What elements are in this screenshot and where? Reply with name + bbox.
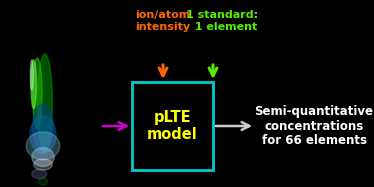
- Ellipse shape: [39, 178, 48, 185]
- Ellipse shape: [30, 60, 33, 90]
- Ellipse shape: [31, 60, 36, 108]
- Ellipse shape: [26, 132, 60, 160]
- Ellipse shape: [37, 54, 52, 151]
- Text: Semi-quantitative
concentrations
for 66 elements: Semi-quantitative concentrations for 66 …: [254, 105, 374, 148]
- Text: ion/atom
intensity: ion/atom intensity: [135, 10, 191, 32]
- Ellipse shape: [33, 104, 53, 151]
- Text: 1 standard:
  1 element: 1 standard: 1 element: [186, 10, 258, 32]
- Ellipse shape: [34, 159, 52, 170]
- Ellipse shape: [33, 58, 42, 129]
- Text: pLTE
model: pLTE model: [147, 110, 198, 142]
- Ellipse shape: [32, 148, 54, 166]
- Ellipse shape: [30, 116, 56, 153]
- FancyBboxPatch shape: [132, 82, 213, 170]
- Ellipse shape: [32, 169, 47, 179]
